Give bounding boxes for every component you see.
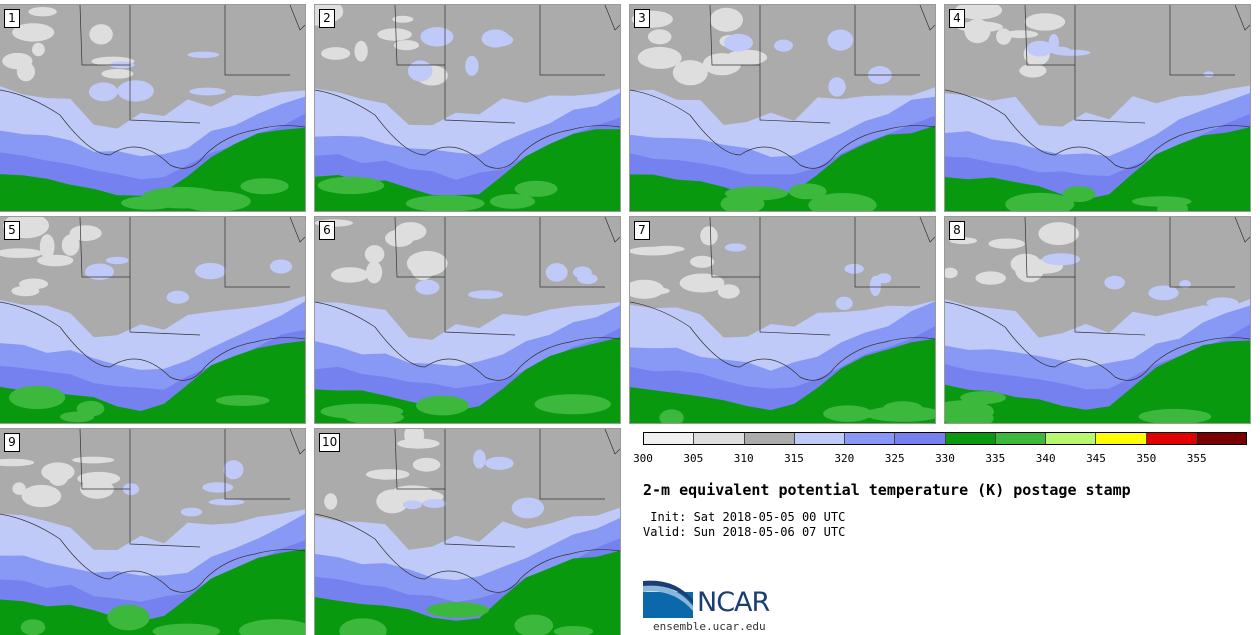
colorbar-tick-label: 320 [834,452,855,465]
ensemble-member-map-3: 3 [629,4,936,212]
colorbar-tick-label: 325 [884,452,905,465]
colorbar-tick-label: 300 [633,452,653,465]
member-label: 3 [634,9,650,28]
colorbar-swatch [845,433,896,444]
member-label: 10 [319,433,341,452]
member-label: 7 [634,221,650,240]
member-label: 6 [319,221,335,240]
ensemble-member-map-10: 10 [314,428,621,635]
colorbar-tick-label: 345 [1086,452,1106,465]
ensemble-member-map-1: 1 [0,4,306,212]
colorbar-tick-label: 315 [784,452,804,465]
ensemble-member-map-6: 6 [314,216,621,424]
colorbar-swatch [1146,433,1197,444]
colorbar-swatch [794,433,845,444]
colorbar-tick-label: 310 [733,452,754,465]
member-label: 4 [949,9,965,28]
member-label: 5 [4,221,20,240]
colorbar-swatch [895,433,946,444]
colorbar-tick-label: 340 [1035,452,1056,465]
colorbar-tick-label: 355 [1186,452,1207,465]
ensemble-member-map-2: 2 [314,4,621,212]
ensemble-member-map-5: 5 [0,216,306,424]
colorbar-tick-label: 335 [985,452,1006,465]
init-time: Init: Sat 2018-05-05 00 UTC [643,510,846,524]
colorbar-tick-labels: 300 305 310 315 320 325 330 335 340 345 350 355 [633,452,1247,466]
member-label: 2 [319,9,335,28]
ensemble-member-map-8: 8 [944,216,1251,424]
colorbar-swatch [1096,433,1147,444]
member-label: 9 [4,433,20,452]
colorbar-swatch [1046,433,1097,444]
ensemble-member-map-9: 9 [0,428,306,635]
colorbar [643,432,1247,445]
valid-time: Valid: Sun 2018-05-06 07 UTC [643,525,846,539]
colorbar-tick-label: 305 [683,452,704,465]
member-label: 8 [949,221,965,240]
colorbar-swatch [945,433,996,444]
colorbar-swatch [644,433,695,444]
member-label: 1 [4,9,20,28]
logo-url: ensemble.ucar.edu [653,620,766,633]
ensemble-member-map-7: 7 [629,216,936,424]
colorbar-swatch [995,433,1046,444]
ncar-logo-icon [643,580,693,618]
ensemble-member-map-4: 4 [944,4,1251,212]
colorbar-swatch [1196,433,1246,444]
logo-wordmark: NCAR [697,587,770,618]
colorbar-tick-label: 330 [935,452,955,465]
plot-title: 2-m equivalent potential temperature (K)… [643,481,1131,499]
colorbar-swatch [694,433,745,444]
colorbar-swatch [744,433,795,444]
colorbar-tick-label: 350 [1136,452,1157,465]
